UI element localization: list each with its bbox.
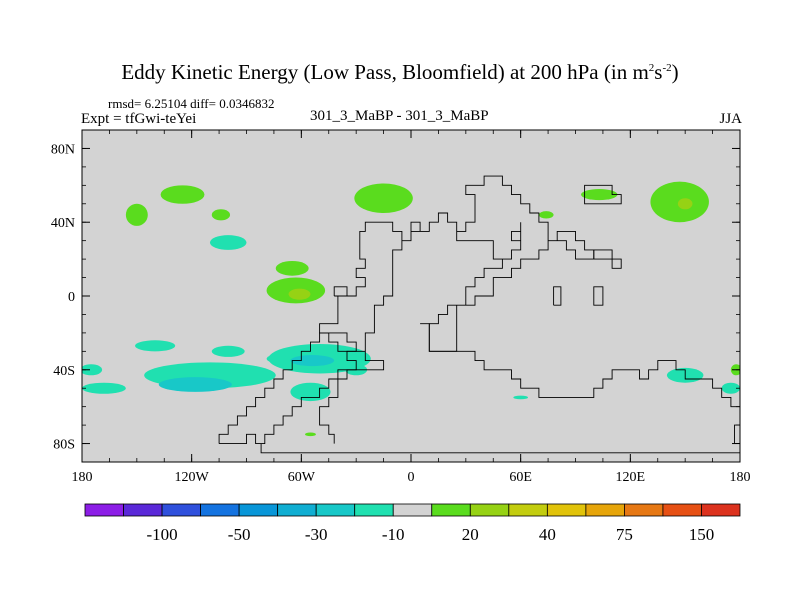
contour-region-25	[513, 395, 528, 400]
coastline-6	[333, 286, 348, 297]
center-label: 301_3_MaBP - 301_3_MaBP	[310, 108, 489, 124]
contour-region-18	[158, 377, 232, 392]
season-label: JJA	[719, 111, 742, 127]
colorbar-swatch-13	[585, 503, 625, 517]
colorbar-swatch-3	[200, 503, 240, 517]
contour-region-11	[538, 211, 554, 219]
expt-label: Expt = tfGwi-teYei	[81, 111, 197, 127]
coastline-0	[218, 332, 357, 445]
contour-region-23	[721, 382, 740, 394]
contour-region-7	[354, 183, 413, 213]
colorbar-swatch-2	[161, 503, 201, 517]
colorbar-swatch-9	[431, 503, 471, 517]
coastline-7	[593, 286, 604, 306]
contour-regions	[82, 181, 740, 437]
plot-background-group	[82, 130, 740, 462]
plot-background	[82, 130, 740, 462]
colorbar-swatch-10	[469, 503, 510, 517]
colorbar-swatch-8	[392, 503, 433, 517]
coastline-2	[420, 323, 740, 408]
colorbar-swatch-16	[701, 503, 741, 517]
colorbar-label-3: -10	[382, 525, 405, 544]
y-tick-label-3: 40S	[53, 364, 75, 379]
x-tick-label-1: 120W	[175, 470, 210, 485]
contour-region-10	[580, 189, 618, 201]
colorbar-swatch-6	[315, 503, 356, 517]
colorbar-swatch-14	[624, 503, 664, 517]
colorbar-swatch-0	[84, 503, 124, 517]
contour-region-19	[290, 382, 331, 402]
x-tick-label-2: 60W	[288, 470, 316, 485]
colorbar-swatch-7	[354, 503, 394, 517]
colorbar-label-5: 40	[539, 525, 556, 544]
colorbar-swatch-11	[508, 503, 548, 517]
coastline-3	[260, 424, 740, 454]
contour-region-20	[82, 364, 103, 376]
contour-region-9	[677, 198, 693, 210]
contour-region-1	[125, 203, 148, 226]
x-tick-label-0: 180	[72, 470, 93, 485]
contour-region-4	[275, 260, 309, 276]
y-tick-label-2: 0	[68, 290, 75, 305]
contour-region-3	[209, 235, 247, 250]
title-sup-2: -2	[662, 62, 672, 74]
contour-region-13	[211, 345, 245, 357]
chart-title: Eddy Kinetic Energy (Low Pass, Bloomfiel…	[0, 60, 800, 85]
colorbar-swatch-12	[546, 503, 587, 517]
colorbar: -100 -50 -30 -10 20 40 75 150	[84, 503, 741, 544]
x-tick-label-4: 60E	[509, 470, 532, 485]
title-main: Eddy Kinetic Energy (Low Pass, Bloomfiel…	[121, 60, 649, 84]
contour-region-27	[304, 432, 316, 437]
colorbar-label-0: -100	[146, 525, 177, 544]
x-tick-label-6: 180	[730, 470, 751, 485]
colorbar-label-1: -50	[228, 525, 251, 544]
colorbar-label-2: -30	[305, 525, 328, 544]
contour-region-2	[211, 209, 231, 221]
contour-region-6	[288, 288, 311, 300]
colorbar-swatch-5	[277, 503, 317, 517]
coastline-8	[593, 249, 622, 269]
tick-group: 180 120W 60W 0 60E 120E 180 80N 40N 0 40S 80S	[51, 129, 751, 485]
colorbar-swatch-15	[662, 503, 702, 517]
y-tick-label-0: 80N	[51, 142, 75, 157]
title-mid: s	[654, 60, 663, 84]
colorbar-label-6: 75	[616, 525, 633, 544]
colorbar-label-4: 20	[462, 525, 479, 544]
coastline-4	[553, 286, 562, 306]
x-tick-label-3: 0	[408, 470, 415, 485]
colorbar-label-7: 150	[689, 525, 715, 544]
title-end: )	[671, 60, 679, 84]
y-tick-label-4: 80S	[53, 438, 75, 453]
contour-region-21	[82, 382, 126, 394]
colorbar-swatch-4	[238, 503, 279, 517]
y-tick-label-1: 40N	[51, 216, 75, 231]
title-sup-1: 2	[648, 62, 655, 74]
x-tick-label-5: 120E	[616, 470, 646, 485]
coastline-group	[218, 175, 740, 454]
contour-region-0	[160, 185, 205, 204]
colorbar-swatch-1	[123, 503, 163, 517]
rmsd-label: rmsd= 6.25104 diff= 0.0346832	[108, 96, 275, 111]
contour-region-12	[135, 340, 176, 352]
coastline-5	[584, 184, 622, 205]
